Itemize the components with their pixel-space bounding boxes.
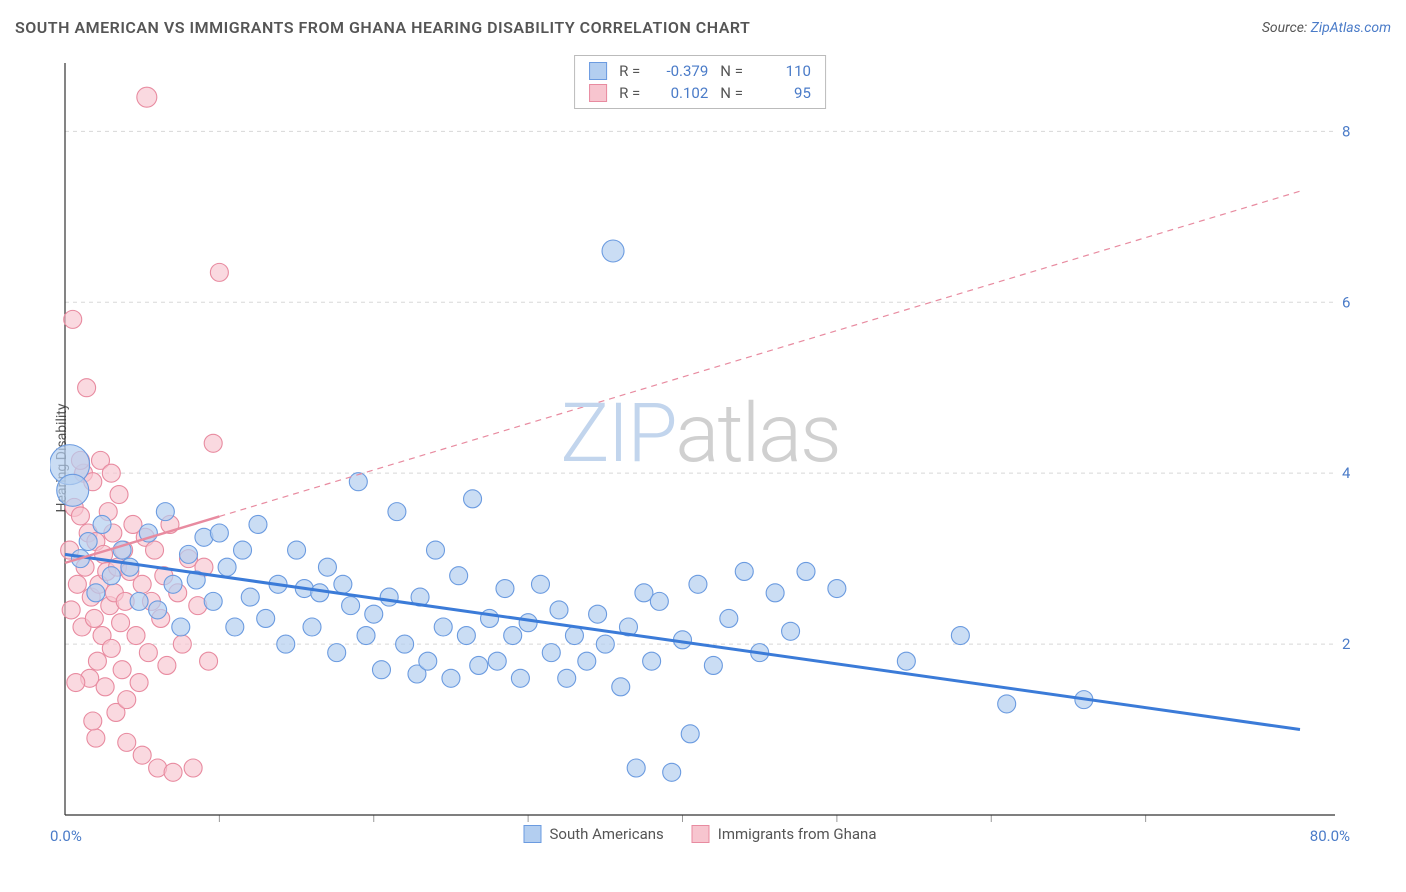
n-value: 110	[755, 60, 811, 82]
r-value: -0.379	[652, 60, 708, 82]
swatch-icon	[589, 84, 607, 102]
scatter-plot: 2.0% 4.0% 6.0% 8.0%	[50, 55, 1350, 845]
x-axis-min-label: 0.0%	[50, 827, 82, 845]
correlation-legend: R = -0.379 N = 110 R = 0.102 N = 95	[574, 55, 826, 109]
legend-row: R = 0.102 N = 95	[589, 82, 811, 104]
swatch-icon	[523, 825, 541, 843]
svg-text:6.0%: 6.0%	[1342, 293, 1350, 311]
legend-label: South Americans	[549, 825, 663, 843]
source-label: Source:	[1262, 20, 1311, 36]
n-label: N =	[720, 60, 743, 82]
svg-text:4.0%: 4.0%	[1342, 464, 1350, 482]
legend-row: R = -0.379 N = 110	[589, 60, 811, 82]
r-label: R =	[619, 82, 640, 104]
legend-label: Immigrants from Ghana	[718, 825, 877, 843]
x-axis-max-label: 80.0%	[1310, 827, 1350, 845]
chart-title: SOUTH AMERICAN VS IMMIGRANTS FROM GHANA …	[15, 18, 750, 37]
swatch-icon	[692, 825, 710, 843]
chart-area: Hearing Disability 2.0%4.0%6.0%8.0% ZIPa…	[50, 55, 1350, 845]
r-value: 0.102	[652, 82, 708, 104]
n-value: 95	[755, 82, 811, 104]
series-legend: South Americans Immigrants from Ghana	[523, 825, 876, 843]
legend-item: Immigrants from Ghana	[692, 825, 877, 843]
swatch-icon	[589, 62, 607, 80]
source-attribution: Source: ZipAtlas.com	[1262, 20, 1391, 36]
r-label: R =	[619, 60, 640, 82]
legend-item: South Americans	[523, 825, 663, 843]
svg-text:8.0%: 8.0%	[1342, 122, 1350, 140]
chart-header: SOUTH AMERICAN VS IMMIGRANTS FROM GHANA …	[15, 18, 1391, 37]
source-link[interactable]: ZipAtlas.com	[1311, 20, 1391, 36]
n-label: N =	[720, 82, 743, 104]
svg-text:2.0%: 2.0%	[1342, 635, 1350, 653]
